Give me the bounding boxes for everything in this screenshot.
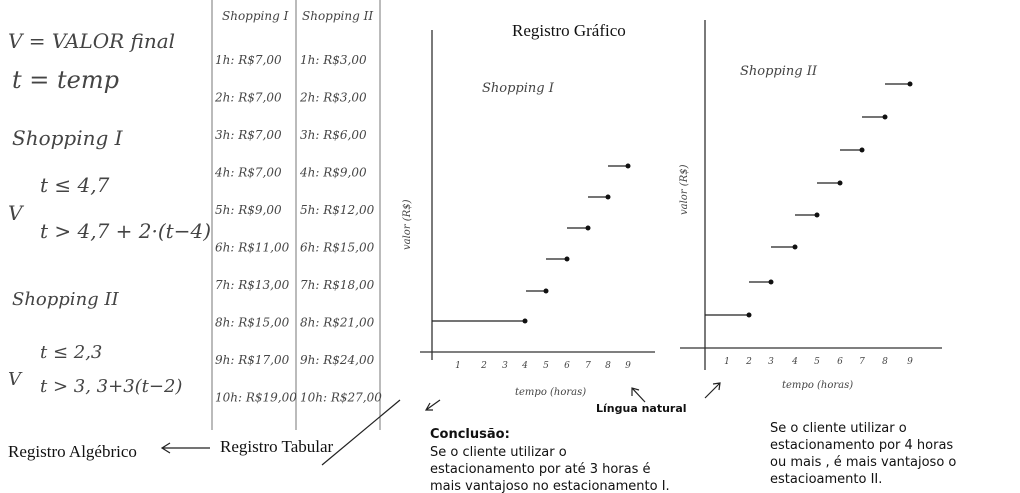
conclusion-heading: Conclusão: xyxy=(430,427,510,442)
table-cell: 9h: R$24,00 xyxy=(300,353,375,367)
table-cell: 5h: R$12,00 xyxy=(300,203,375,217)
x-tick-label: 6 xyxy=(837,357,843,367)
table-cell: 9h: R$17,00 xyxy=(215,353,290,367)
algebraic-v: V xyxy=(8,369,23,390)
conclusion-text: mais vantajoso no estacionamento I. xyxy=(430,479,670,493)
x-tick-label: 1 xyxy=(455,361,461,371)
table-cell: 2h: R$3,00 xyxy=(299,91,367,105)
table-cell: 1h: R$3,00 xyxy=(300,53,367,67)
conclusion-text: Se o cliente utilizar o xyxy=(430,445,567,460)
algebraic-line: t > 3, 3+3(t−2) xyxy=(40,376,182,397)
x-tick-label: 4 xyxy=(791,357,798,367)
algebraic-line: V = VALOR final xyxy=(8,29,175,53)
y-axis-label: valor (R$) xyxy=(402,199,413,250)
graph-label: Shopping I xyxy=(482,81,555,96)
x-tick-label: 6 xyxy=(564,361,570,371)
x-tick-label: 2 xyxy=(480,361,487,371)
table-cell: 8h: R$15,00 xyxy=(215,316,290,330)
conclusion-text: estacionamento por até 3 horas é xyxy=(430,462,651,477)
x-tick-label: 3 xyxy=(768,357,774,367)
table-cell: 1h: R$7,00 xyxy=(215,53,282,67)
table-cell: 8h: R$21,00 xyxy=(300,316,375,330)
x-tick-label: 4 xyxy=(521,361,528,371)
table-cell: 10h: R$19,00 xyxy=(215,391,297,405)
x-tick-label: 2 xyxy=(745,357,752,367)
table-header: Shopping II xyxy=(302,9,373,23)
algebraic-v: V xyxy=(8,201,25,225)
x-tick-label: 5 xyxy=(543,361,549,371)
conclusion-text: Se o cliente utilizar o xyxy=(770,421,907,436)
caption: Registro Algébrico xyxy=(8,442,137,461)
conclusion-text: estacionamento por 4 horas xyxy=(770,438,953,453)
x-tick-label: 8 xyxy=(605,361,611,371)
page: V = VALOR final t = temp Shopping I t ≤ 4,7… xyxy=(0,0,1020,493)
table-cell: 6h: R$11,00 xyxy=(215,241,290,255)
table-cell: 7h: R$13,00 xyxy=(215,278,290,292)
step-lines xyxy=(432,84,910,321)
table-cell: 3h: R$7,00 xyxy=(215,128,282,142)
table-cell: 6h: R$15,00 xyxy=(300,241,375,255)
y-axis-label: valor (R$) xyxy=(679,164,690,215)
conclusion-text: ou mais , é mais vantajoso o xyxy=(770,455,956,470)
x-tick-label: 1 xyxy=(724,357,730,367)
algebraic-line: Shopping I xyxy=(12,126,124,150)
graph-label: Shopping II xyxy=(740,64,818,79)
caption: Registro Tabular xyxy=(220,437,334,456)
x-tick-label: 7 xyxy=(859,357,865,367)
algebraic-line: Shopping II xyxy=(12,289,120,310)
step-dots xyxy=(523,82,913,324)
x-tick-label: 3 xyxy=(502,361,508,371)
table-cell: 4h: R$9,00 xyxy=(299,166,367,180)
algebraic-line: t = temp xyxy=(12,66,119,94)
x-tick-label: 8 xyxy=(882,357,888,367)
algebraic-line: t > 4,7 + 2·(t−4) xyxy=(40,219,211,243)
x-tick-label: 9 xyxy=(625,361,631,371)
table-cell: 3h: R$6,00 xyxy=(300,128,367,142)
x-tick-label: 9 xyxy=(907,357,913,367)
table-cell: 5h: R$9,00 xyxy=(215,203,282,217)
x-tick-label: 5 xyxy=(814,357,820,367)
natural-language: Língua natural xyxy=(596,402,687,415)
x-axis-label: tempo (horas) xyxy=(515,387,586,398)
table-cell: 7h: R$18,00 xyxy=(300,278,375,292)
graph-title: Registro Gráfico xyxy=(512,21,626,40)
table-cell: 10h: R$27,00 xyxy=(300,391,382,405)
x-tick-label: 7 xyxy=(585,361,591,371)
table-cell: 4h: R$7,00 xyxy=(214,166,282,180)
table-header: Shopping I xyxy=(222,9,289,23)
algebraic-line: t ≤ 4,7 xyxy=(40,173,110,197)
table-cell: 2h: R$7,00 xyxy=(214,91,282,105)
conclusion-text: estacioamento II. xyxy=(770,472,882,487)
x-axis-label: tempo (horas) xyxy=(782,380,853,391)
algebraic-line: t ≤ 2,3 xyxy=(40,342,102,363)
